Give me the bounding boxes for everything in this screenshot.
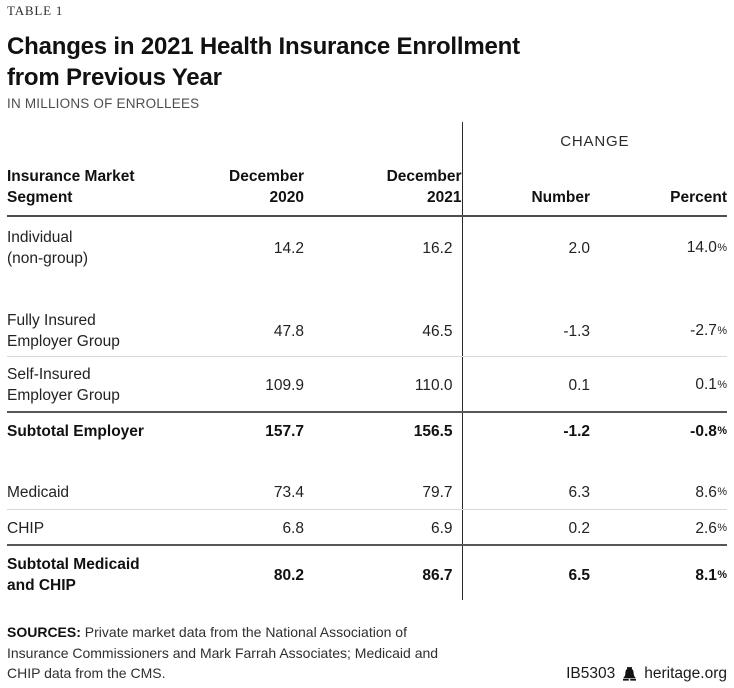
change-number-cell: 6.3 (461, 469, 591, 511)
table-row-chip: CHIP 6.8 6.9 0.2 2.6% (7, 509, 728, 547)
change-number-cell: 2.0 (461, 216, 591, 305)
segment-cell: Medicaid (7, 469, 182, 511)
dec-2020-cell: 47.8 (182, 305, 304, 357)
page-title: Changes in 2021 Health Insurance Enrollm… (7, 33, 520, 91)
change-number-cell: -1.3 (461, 305, 591, 357)
table-row-medicaid: Medicaid 73.4 79.7 6.3 8.6% (7, 469, 728, 511)
change-percent-cell: -0.8% (690, 423, 728, 440)
sources-text: Private market data from the National As… (7, 624, 439, 682)
change-group-row: CHANGE (7, 122, 728, 166)
figure-footer: SOURCES: Private market data from the Na… (7, 622, 727, 684)
change-number-cell: 6.5 (461, 545, 591, 601)
dec-2020-cell: 73.4 (182, 469, 304, 511)
table-row-individual: Individual (non-group) 14.2 16.2 2.0 14.… (7, 216, 727, 305)
dec-2021-cell: 86.7 (422, 566, 453, 584)
change-percent-cell: 8.6% (590, 469, 728, 511)
report-credit: IB5303 heritage.org (566, 665, 727, 684)
dec-2020-cell: 157.7 (265, 423, 304, 441)
dec-2020-cell: 6.8 (182, 509, 304, 547)
report-id: IB5303 (566, 664, 616, 682)
dec-2021-cell: 110.0 (304, 356, 463, 413)
change-row-spacer (7, 122, 462, 166)
change-number-cell: 0.1 (461, 356, 591, 413)
dec-2021-cell: 79.7 (304, 469, 463, 511)
table-number-label: TABLE 1 (7, 3, 64, 18)
col-header-segment: Insurance Market Segment (7, 166, 182, 217)
change-percent-cell: 0.1% (590, 356, 728, 413)
segment-cell: Fully Insured Employer Group (7, 305, 182, 357)
change-percent-cell: 8.1% (695, 566, 728, 584)
dec-2020-cell: 109.9 (182, 356, 304, 413)
col-header-change-number: Number (461, 166, 591, 217)
sources-label: SOURCES: (7, 624, 81, 641)
segment-cell: Subtotal Medicaid and CHIP (7, 556, 140, 595)
change-percent-cell: -2.7% (590, 305, 728, 357)
segment-cell: Self-Insured Employer Group (7, 356, 182, 413)
change-number-cell: 0.2 (461, 509, 591, 547)
change-percent-cell: 14.0% (686, 239, 728, 257)
dec-2021-cell: 6.9 (304, 509, 463, 547)
sources-note: SOURCES: Private market data from the Na… (7, 622, 445, 684)
col-header-dec-2021: December 2021 (304, 166, 463, 217)
segment-cell: CHIP (7, 509, 182, 547)
heritage-bell-icon (623, 666, 637, 681)
table-body: Individual (non-group) 14.2 16.2 2.0 14.… (7, 216, 728, 601)
dec-2020-cell: 80.2 (273, 566, 304, 584)
dec-2021-cell: 16.2 (422, 239, 453, 257)
segment-cell: Individual (non-group) (7, 229, 88, 267)
dec-2020-cell: 14.2 (273, 239, 304, 257)
table-header: CHANGE Insurance Market Segment December… (7, 122, 728, 217)
change-group-header: CHANGE (461, 122, 728, 166)
table-row-subtotal-employer: Subtotal Employer 157.7 156.5 -1.2 -0.8% (7, 412, 728, 470)
site-credit: heritage.org (644, 664, 727, 682)
change-percent-cell: 2.6% (590, 509, 728, 547)
table-row-subtotal-medicaid-chip: Subtotal Medicaid and CHIP 80.2 86.7 6.5… (7, 545, 728, 601)
enrollment-table: CHANGE Insurance Market Segment December… (7, 122, 728, 601)
change-number-cell: -1.2 (461, 412, 591, 470)
dec-2021-cell: 46.5 (304, 305, 463, 357)
table-row-fully-insured: Fully Insured Employer Group 47.8 46.5 -… (7, 305, 728, 357)
col-header-change-percent: Percent (590, 166, 728, 217)
col-header-dec-2020: December 2020 (182, 166, 304, 217)
dec-2021-cell: 156.5 (413, 423, 453, 441)
segment-cell: Subtotal Employer (7, 423, 144, 440)
units-subtitle: IN MILLIONS OF ENROLLEES (7, 96, 200, 111)
table-row-self-insured: Self-Insured Employer Group 109.9 110.0 … (7, 356, 728, 413)
column-header-row: Insurance Market Segment December 2020 D… (7, 166, 728, 217)
